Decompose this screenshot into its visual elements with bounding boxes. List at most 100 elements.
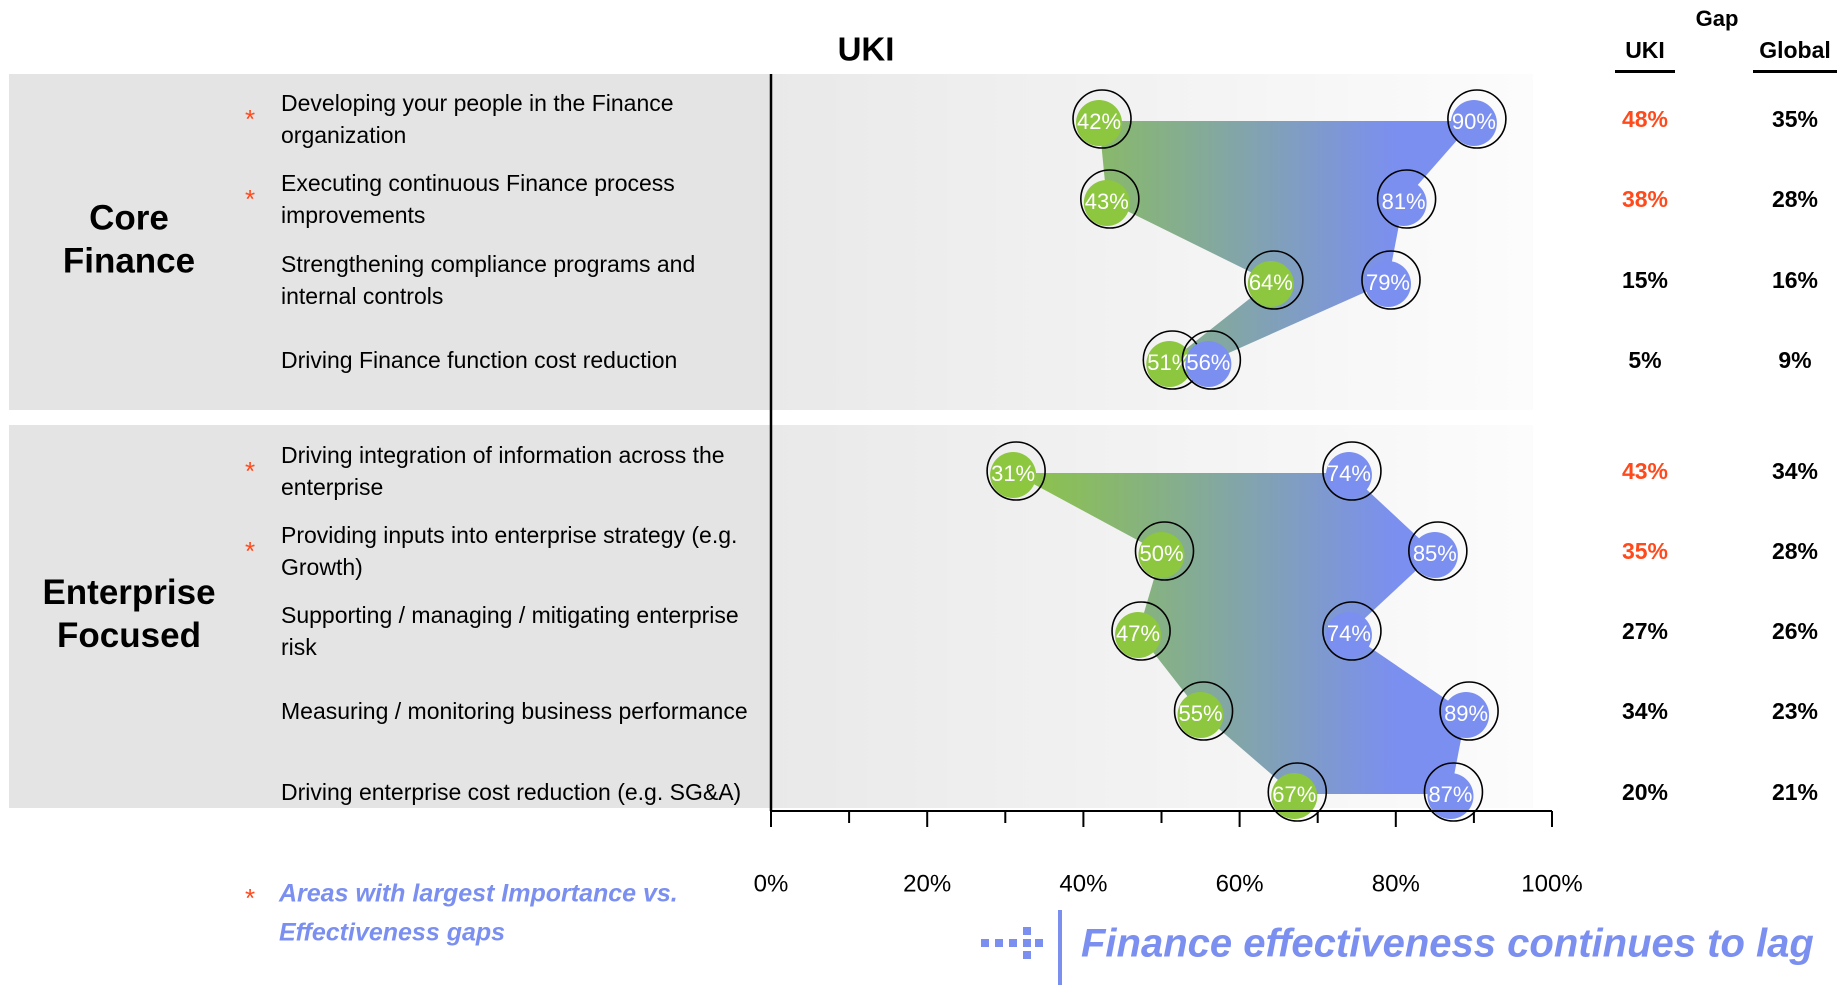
row-label: Driving enterprise cost reduction (e.g. … <box>281 779 741 805</box>
x-tick-label: 0% <box>754 870 789 897</box>
value-dot <box>1115 612 1162 658</box>
row-label: Developing your people in the Finance org… <box>281 90 674 148</box>
value-label: 31% <box>991 461 1035 486</box>
row-label: Supporting / managing / mitigating enter… <box>281 602 739 660</box>
flag-marker: * <box>245 536 255 566</box>
banner-arrow-dot <box>1009 939 1017 947</box>
gap-value: 28% <box>1772 538 1818 564</box>
value-ring <box>1173 681 1234 741</box>
gap-value: 15% <box>1622 267 1668 293</box>
value-ring <box>1376 169 1437 229</box>
value-label: 90% <box>1452 109 1496 134</box>
value-dot <box>1076 100 1123 146</box>
x-tick-label: 80% <box>1372 870 1420 897</box>
value-ring <box>1072 89 1132 149</box>
value-dot <box>1146 341 1193 387</box>
chart-title: UKI <box>838 31 895 68</box>
gap-area <box>1099 121 1474 362</box>
row-label: Driving integration of information acros… <box>281 442 725 500</box>
banner-arrow-dot <box>1023 951 1031 959</box>
value-dot <box>1443 692 1490 738</box>
gap-value: 26% <box>1772 618 1818 644</box>
value-dot <box>1247 261 1294 307</box>
gap-value: 35% <box>1622 538 1668 564</box>
value-label: 87% <box>1428 782 1472 807</box>
value-label: 79% <box>1366 270 1410 295</box>
value-dot <box>1325 612 1372 658</box>
value-label: 67% <box>1272 782 1316 807</box>
gap-value: 20% <box>1622 779 1668 805</box>
gap-header-underline <box>1753 70 1837 73</box>
value-ring <box>1439 681 1499 741</box>
row-label: Providing inputs into enterprise strateg… <box>281 522 737 580</box>
x-tick-label: 40% <box>1059 870 1107 897</box>
gap-column-header: Global <box>1759 37 1831 63</box>
banner-text: Finance effectiveness continues to lag <box>1081 922 1814 966</box>
group-panel <box>9 425 771 808</box>
banner-arrow-dot <box>981 939 989 947</box>
value-dot <box>1364 261 1411 307</box>
footnote-marker: * <box>245 883 255 913</box>
gap-value: 34% <box>1622 698 1668 724</box>
row-label: Executing continuous Finance process impr… <box>281 170 675 228</box>
value-dot <box>990 452 1037 498</box>
gap-area <box>1013 473 1467 794</box>
group-label: Core Finance <box>63 199 195 281</box>
value-ring <box>986 441 1046 501</box>
value-ring <box>1134 521 1195 581</box>
value-dot <box>1325 452 1372 498</box>
gap-value: 34% <box>1772 458 1818 484</box>
value-dot <box>1271 773 1318 819</box>
value-ring <box>1111 601 1171 661</box>
footnote: Areas with largest Importance vs. Effecti… <box>278 879 678 946</box>
gap-value: 5% <box>1628 347 1661 373</box>
gap-value: 23% <box>1772 698 1818 724</box>
gap-value: 35% <box>1772 106 1818 132</box>
value-ring <box>1423 762 1484 822</box>
value-ring <box>1181 330 1242 390</box>
row-label: Measuring / monitoring business performa… <box>281 698 748 724</box>
row-label: Strengthening compliance programs and int… <box>281 251 695 309</box>
flag-marker: * <box>245 104 255 134</box>
value-ring <box>1361 250 1421 310</box>
x-tick-label: 100% <box>1521 870 1582 897</box>
gap-value: 21% <box>1772 779 1818 805</box>
group-panel <box>9 74 771 410</box>
value-dot <box>1177 692 1224 738</box>
gap-value: 27% <box>1622 618 1668 644</box>
group-label: Enterprise Focused <box>42 573 215 655</box>
value-label: 89% <box>1444 701 1488 726</box>
value-dot <box>1427 773 1474 819</box>
banner-arrow-dot <box>1023 927 1031 935</box>
value-label: 56% <box>1186 350 1230 375</box>
value-ring <box>1322 441 1382 501</box>
gap-value: 9% <box>1778 347 1811 373</box>
value-label: 55% <box>1179 701 1223 726</box>
value-dot <box>1411 532 1458 578</box>
x-tick-label: 60% <box>1216 870 1264 897</box>
gap-value: 38% <box>1622 186 1668 212</box>
banner-arrow-dot <box>1023 939 1031 947</box>
banner-divider <box>1058 910 1062 985</box>
x-tick-label: 20% <box>903 870 951 897</box>
flag-marker: * <box>245 456 255 486</box>
value-label: 50% <box>1139 541 1183 566</box>
value-label: 43% <box>1085 189 1129 214</box>
value-ring <box>1447 89 1507 149</box>
flag-marker: * <box>245 184 255 214</box>
gap-value: 28% <box>1772 186 1818 212</box>
value-dot <box>1083 180 1130 226</box>
gap-column-header: UKI <box>1625 37 1665 63</box>
value-dot <box>1380 180 1427 226</box>
gap-value: 16% <box>1772 267 1818 293</box>
gap-header-underline <box>1615 70 1675 73</box>
value-ring <box>1267 762 1328 822</box>
value-ring <box>1244 250 1304 310</box>
value-label: 81% <box>1382 189 1426 214</box>
value-dot <box>1185 341 1232 387</box>
gap-value: 48% <box>1622 106 1668 132</box>
value-label: 85% <box>1413 541 1457 566</box>
value-ring <box>1322 601 1382 661</box>
gap-title: Gap <box>1696 6 1739 31</box>
